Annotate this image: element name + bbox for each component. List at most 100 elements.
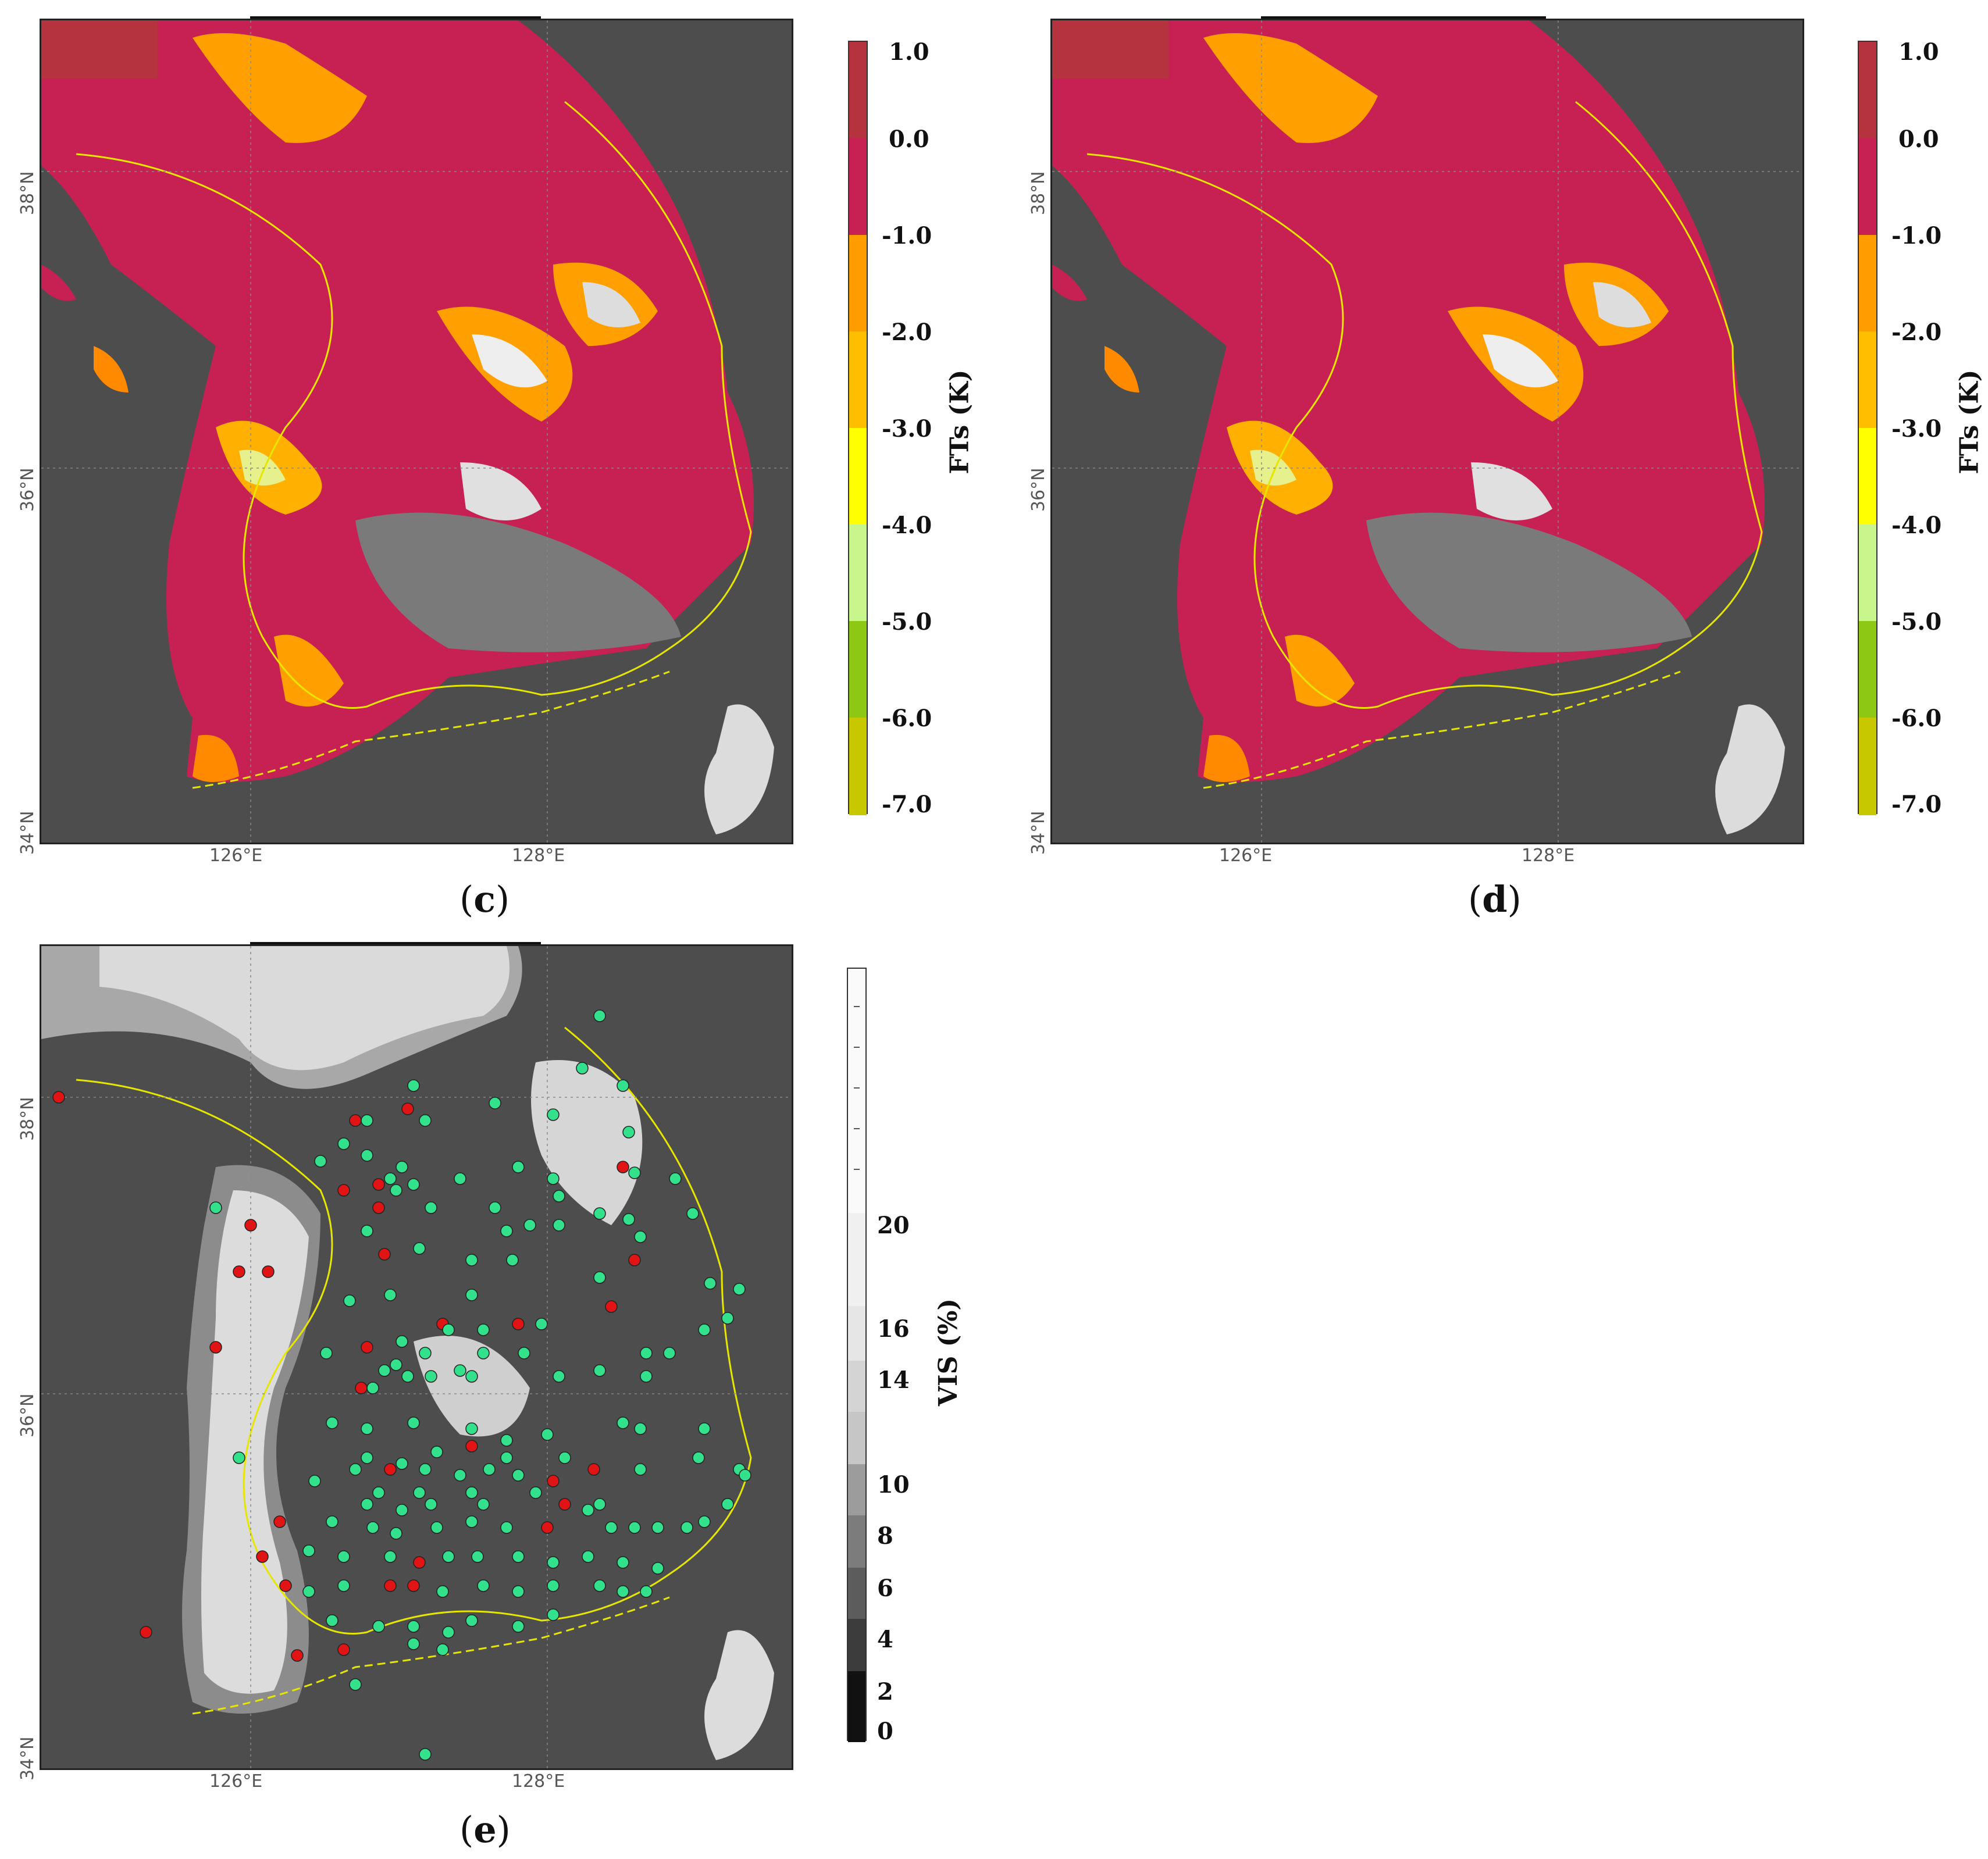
station-marker-fog [378, 1248, 391, 1261]
station-marker-fog [349, 1114, 362, 1127]
lon-label-126: 126°E [209, 845, 263, 866]
station-marker-clear [547, 1608, 560, 1621]
panel-caption-e: (e) [459, 1808, 511, 1851]
station-marker-clear [512, 1469, 525, 1482]
colorbar-label: FTs (K) [945, 369, 975, 474]
station-marker-clear [454, 1469, 466, 1482]
station-marker-clear [390, 1358, 402, 1371]
colorbar-tick: 20 [877, 1212, 910, 1239]
station-marker-clear [477, 1579, 490, 1592]
station-marker-clear [413, 1486, 426, 1499]
station-marker-clear [634, 1463, 647, 1476]
lon-label-128: 128°E [1522, 845, 1575, 866]
station-marker-clear [442, 1323, 455, 1336]
lat-label-38: 38°N [1028, 171, 1049, 215]
station-marker-clear [500, 1434, 513, 1447]
station-marker-clear [512, 1550, 525, 1563]
station-marker-clear [326, 1416, 339, 1429]
station-marker-clear [361, 1422, 373, 1435]
station-marker-clear [500, 1225, 513, 1237]
station-marker-fog [372, 1201, 385, 1214]
station-marker-fog [233, 1265, 245, 1278]
station-marker-fog [384, 1463, 397, 1476]
station-marker-fog [337, 1184, 350, 1197]
station-marker-clear [582, 1504, 594, 1517]
station-marker-clear [523, 1219, 536, 1232]
station-marker-clear [553, 1219, 565, 1232]
station-marker-clear [419, 1463, 432, 1476]
station-marker-fog [355, 1382, 368, 1394]
station-marker-fog [244, 1219, 257, 1232]
station-marker-fog [617, 1161, 629, 1173]
station-marker-clear [378, 1364, 391, 1377]
station-marker-clear [622, 1213, 635, 1226]
colorbar-tick: 4 [877, 1626, 893, 1653]
station-marker-clear [721, 1498, 734, 1511]
station-marker-fog [337, 1643, 350, 1656]
station-marker-fog [413, 1556, 426, 1569]
colorbar-tick: -2.0 [882, 319, 932, 346]
colorbar-tick: 6 [877, 1575, 893, 1602]
lat-label-38: 38°N [17, 1097, 38, 1141]
colorbar-tick: -6.0 [1891, 705, 1942, 732]
station-marker-clear [326, 1614, 339, 1627]
station-marker-clear [663, 1347, 676, 1360]
colorbar-tick: -5.0 [1891, 608, 1942, 636]
colorbar-tick: 10 [877, 1471, 910, 1498]
station-marker-clear [396, 1335, 408, 1348]
lat-label-34: 34°N [1028, 811, 1049, 855]
station-marker-fog [256, 1550, 269, 1563]
station-marker-clear [407, 1637, 420, 1650]
map-top-frame [1261, 16, 1546, 20]
station-marker-clear [337, 1579, 350, 1592]
station-marker-clear [308, 1475, 321, 1487]
station-marker-clear [704, 1277, 717, 1290]
station-marker-clear [361, 1225, 373, 1237]
station-marker-clear [343, 1294, 356, 1307]
colorbar-tick: -3.0 [882, 415, 932, 443]
station-marker-clear [454, 1364, 466, 1377]
station-marker-clear [576, 1062, 589, 1075]
station-marker-clear [419, 1114, 432, 1127]
station-marker-clear [384, 1172, 397, 1185]
colorbar-minor-tick [854, 1169, 860, 1170]
station-marker-clear [634, 1230, 647, 1243]
colorbar-tick: -1.0 [882, 222, 932, 249]
station-marker-fog [465, 1440, 478, 1453]
station-marker-clear [425, 1201, 437, 1214]
station-marker-clear [407, 1079, 420, 1092]
station-marker-clear [302, 1585, 315, 1598]
station-marker-clear [733, 1283, 746, 1296]
station-marker-clear [500, 1451, 513, 1464]
fts-map-c [40, 19, 793, 844]
station-marker-fog [384, 1579, 397, 1592]
station-marker-clear [512, 1161, 525, 1173]
station-marker-clear [512, 1620, 525, 1633]
station-marker-clear [529, 1486, 542, 1499]
station-marker-clear [686, 1207, 699, 1220]
colorbar-label: VIS (%) [934, 1298, 964, 1407]
station-marker-clear [396, 1457, 408, 1470]
station-marker-clear [518, 1347, 530, 1360]
station-marker-clear [535, 1318, 548, 1330]
station-marker-clear [326, 1515, 339, 1528]
station-marker-clear [640, 1370, 653, 1383]
station-marker-clear [547, 1172, 560, 1185]
station-marker-clear [372, 1486, 385, 1499]
station-marker-fog [628, 1254, 641, 1266]
fts-map-d [1050, 19, 1804, 844]
station-marker-clear [419, 1748, 432, 1761]
station-marker-fog [279, 1579, 292, 1592]
station-marker-fog [52, 1091, 65, 1104]
station-marker-clear [605, 1521, 618, 1534]
colorbar-minor-tick [854, 1128, 860, 1129]
station-marker-fog [209, 1341, 222, 1354]
station-marker-clear [489, 1201, 501, 1214]
station-marker-clear [390, 1527, 402, 1540]
station-marker-clear [634, 1422, 647, 1435]
station-marker-clear [669, 1172, 682, 1185]
station-marker-clear [547, 1108, 560, 1121]
colorbar-minor-tick [854, 1087, 860, 1089]
station-marker-clear [407, 1416, 420, 1429]
colorbar [848, 41, 868, 815]
